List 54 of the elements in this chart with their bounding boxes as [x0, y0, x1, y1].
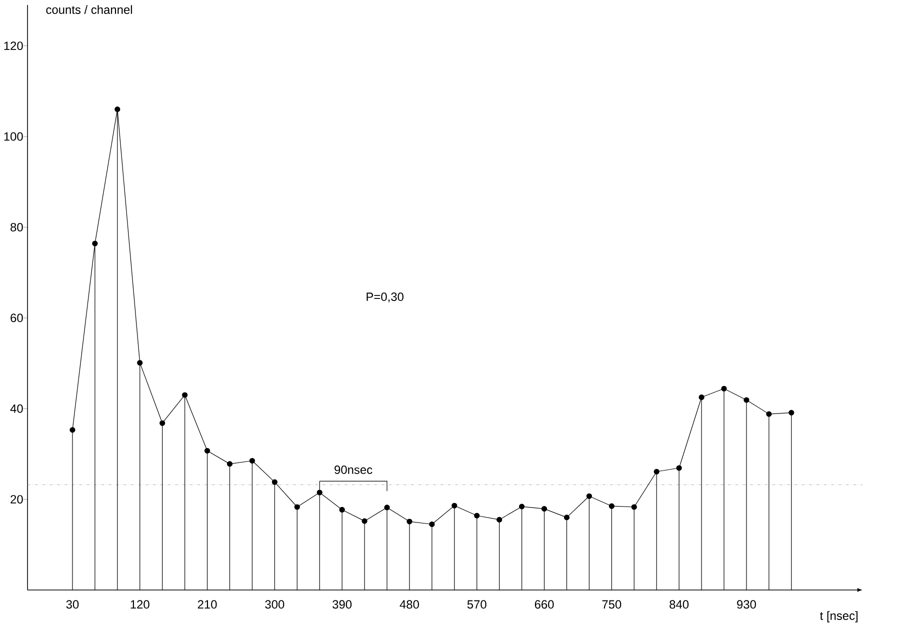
- x-tick-label: 210: [198, 600, 217, 609]
- point: [272, 479, 278, 485]
- x-tick-label: 390: [332, 600, 352, 609]
- point: [160, 420, 166, 426]
- x-tick-label: 570: [467, 600, 486, 609]
- point: [362, 518, 368, 524]
- point: [474, 512, 480, 518]
- point: [766, 411, 772, 417]
- annotation: P=0,30: [366, 292, 404, 302]
- point: [698, 394, 704, 400]
- point: [114, 106, 120, 112]
- x-tick-label: 840: [670, 600, 689, 609]
- x-tick-label: 300: [265, 600, 284, 609]
- point: [541, 506, 548, 512]
- point: [654, 468, 660, 474]
- y-tick-label: 120: [4, 42, 23, 50]
- point: [452, 502, 458, 508]
- x-tick-label: 930: [737, 600, 756, 609]
- y-tick-label: 40: [10, 404, 23, 413]
- y-tick-label: 20: [10, 495, 23, 504]
- point: [294, 504, 300, 510]
- point: [608, 503, 614, 509]
- point: [744, 397, 750, 403]
- point: [182, 392, 188, 398]
- point: [631, 504, 637, 510]
- y-tick-label: 80: [10, 222, 23, 232]
- x-tick-label: 480: [400, 600, 419, 609]
- point: [676, 465, 682, 471]
- x-tick-label: 660: [534, 600, 554, 609]
- annotation: 90nsec: [334, 466, 372, 474]
- point: [70, 427, 76, 433]
- point: [564, 514, 570, 520]
- x-tick-label: 30: [66, 600, 79, 609]
- point: [496, 516, 502, 523]
- point: [339, 506, 345, 513]
- point: [519, 504, 525, 510]
- y-tick-label: 60: [10, 314, 23, 322]
- point: [586, 493, 592, 499]
- point: [406, 518, 412, 524]
- point: [249, 458, 255, 464]
- point: [204, 448, 210, 454]
- x-tick-label: 120: [130, 600, 150, 609]
- point: [429, 521, 435, 528]
- point: [226, 461, 233, 467]
- point: [788, 410, 794, 416]
- point: [92, 240, 98, 246]
- point: [137, 360, 143, 366]
- point: [721, 386, 727, 392]
- point: [316, 490, 322, 496]
- point: [384, 504, 390, 510]
- y-tick-label: 100: [4, 132, 23, 141]
- x-axis-title: t [nsec]: [820, 611, 858, 622]
- y-axis-title: counts / channel: [46, 5, 132, 14]
- x-tick-label: 750: [602, 600, 622, 609]
